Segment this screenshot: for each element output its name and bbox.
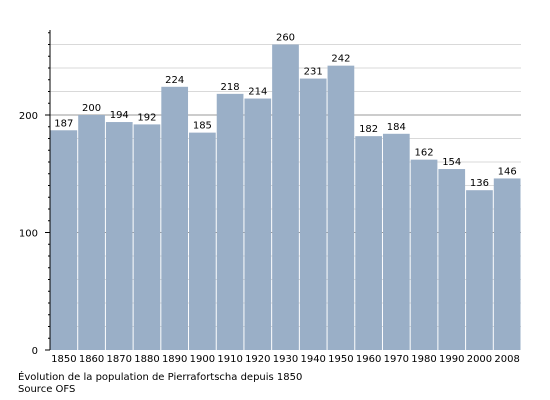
bar-value-label: 194: [110, 110, 129, 121]
x-tick-label: 1950: [328, 354, 353, 365]
x-tick-label: 1940: [300, 354, 325, 365]
x-tick-label: 1970: [384, 354, 409, 365]
bar-1960: [355, 136, 382, 350]
x-tick-label: 1870: [107, 354, 132, 365]
x-tick-label: 1900: [190, 354, 215, 365]
bar-1880: [133, 124, 161, 351]
bar-value-label: 187: [54, 118, 73, 129]
bar-value-label: 242: [331, 54, 350, 65]
bar-1950: [327, 65, 355, 351]
x-tick-label: 1890: [162, 354, 187, 365]
bar-value-label: 185: [193, 121, 212, 132]
bar-1850: [50, 130, 78, 350]
x-tick-label: 2000: [467, 354, 492, 365]
chart-caption: Évolution de la population de Pierrafort…: [18, 372, 303, 383]
x-tick-label: 1910: [217, 354, 242, 365]
bar-1920: [244, 98, 272, 350]
x-tick-label: 1920: [245, 354, 270, 365]
bar-1980: [410, 159, 438, 350]
bar-value-label: 182: [359, 124, 378, 135]
bar-1970: [382, 133, 410, 350]
bar-value-label: 146: [498, 166, 517, 177]
bar-value-label: 214: [248, 87, 267, 98]
bar-1900: [189, 132, 216, 350]
y-tick-label: 0: [32, 346, 38, 357]
bar-value-label: 136: [470, 178, 489, 189]
bar-1940: [299, 78, 327, 350]
x-tick-label: 1960: [356, 354, 381, 365]
x-tick-label: 2008: [494, 354, 519, 365]
x-tick-label: 1860: [79, 354, 104, 365]
bar-value-label: 162: [414, 148, 433, 159]
x-tick-label: 1990: [439, 354, 464, 365]
bar-value-label: 231: [304, 67, 323, 78]
bar-1870: [105, 122, 133, 350]
bar-value-label: 184: [387, 122, 406, 133]
bar-value-label: 218: [221, 82, 240, 93]
x-tick-label: 1880: [134, 354, 159, 365]
x-tick-label: 1850: [51, 354, 76, 365]
bar-value-label: 224: [165, 75, 184, 86]
y-tick-label: 100: [19, 229, 38, 240]
bar-2008: [493, 178, 521, 350]
bar-value-label: 192: [137, 112, 156, 123]
bar-1930: [272, 44, 299, 350]
bar-2000: [466, 190, 493, 350]
chart-source: Source OFS: [18, 384, 76, 395]
x-tick-label: 1930: [273, 354, 298, 365]
bar-1990: [438, 169, 466, 350]
x-tick-label: 1980: [411, 354, 436, 365]
bar-value-label: 260: [276, 33, 295, 44]
bar-1860: [78, 115, 105, 350]
y-tick-label: 200: [19, 111, 38, 122]
bar-1910: [216, 93, 244, 350]
bar-value-label: 200: [82, 103, 101, 114]
bar-value-label: 154: [442, 157, 461, 168]
bar-1890: [161, 86, 189, 351]
